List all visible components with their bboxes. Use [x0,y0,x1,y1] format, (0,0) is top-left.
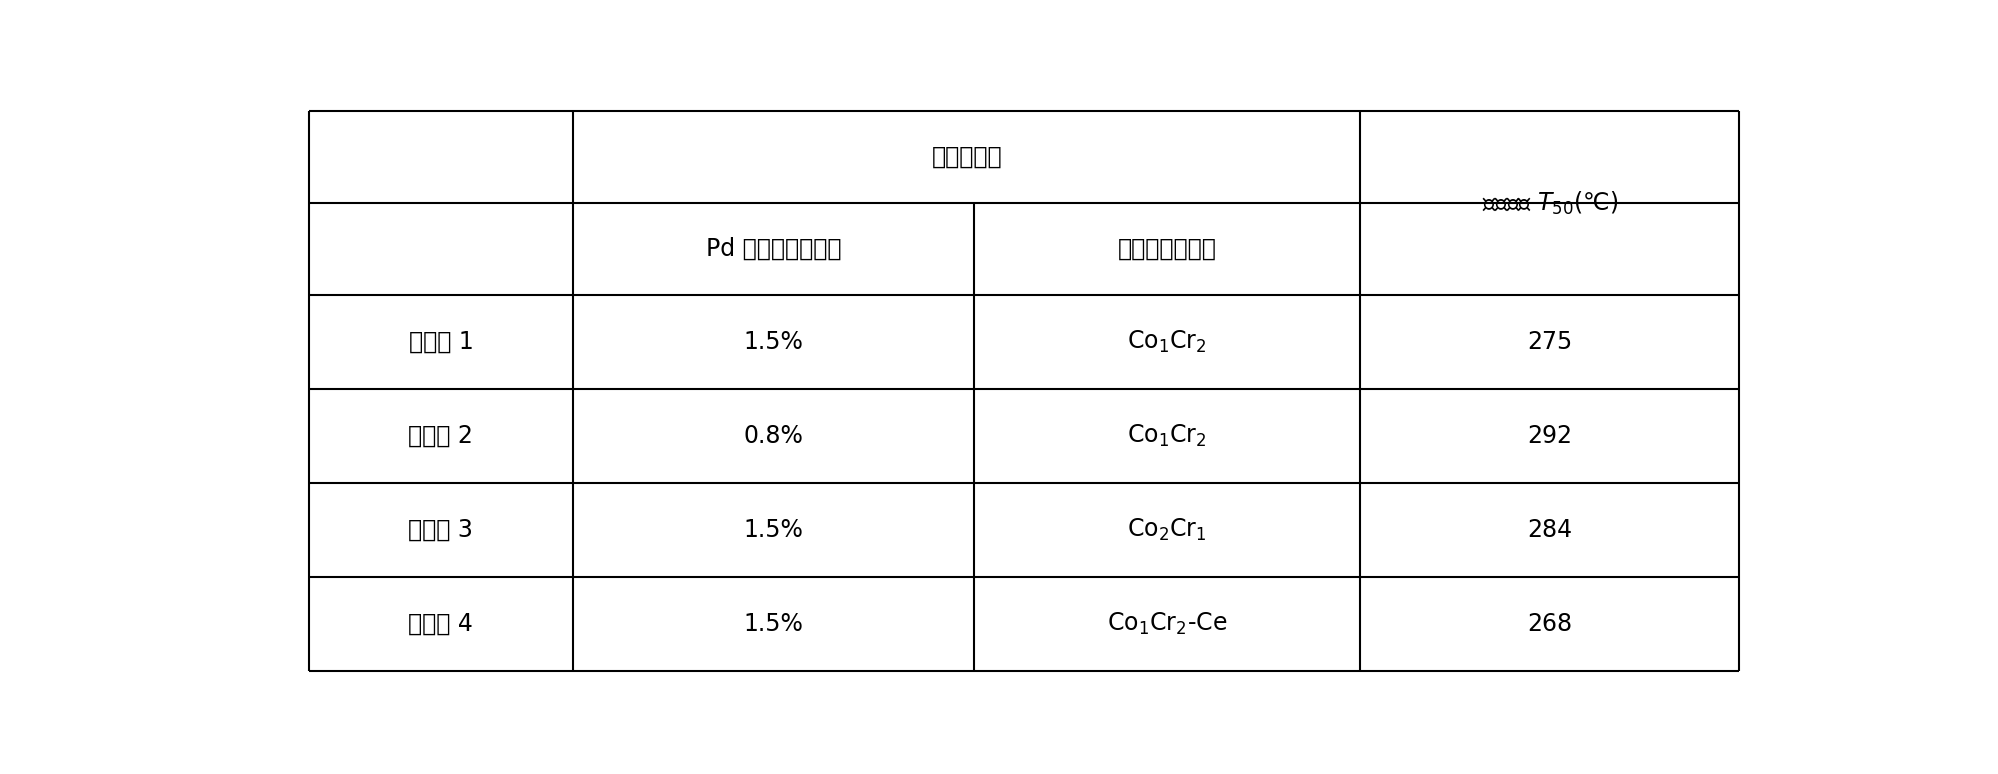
Text: $\mathrm{Co_1Cr_2}$: $\mathrm{Co_1Cr_2}$ [1127,329,1207,355]
Text: 起燃温度 $T_{50}$(℃): 起燃温度 $T_{50}$(℃) [1483,190,1618,217]
Text: 0.8%: 0.8% [743,424,803,448]
Text: $\mathrm{Co_2Cr_1}$: $\mathrm{Co_2Cr_1}$ [1127,517,1207,543]
Text: 实施例 4: 实施例 4 [408,612,474,636]
Text: Pd 含量（占涂层）: Pd 含量（占涂层） [705,237,841,261]
Text: $\mathrm{Co_1Cr_2}$: $\mathrm{Co_1Cr_2}$ [1127,423,1207,449]
Text: 实施例 1: 实施例 1 [408,330,474,354]
Text: 275: 275 [1526,330,1572,354]
Text: 1.5%: 1.5% [743,518,803,542]
Text: 嵐化剂组分: 嵐化剂组分 [931,145,1003,169]
Text: 1.5%: 1.5% [743,330,803,354]
Text: 实施例 2: 实施例 2 [408,424,474,448]
Text: 实施例 3: 实施例 3 [408,518,474,542]
Text: 284: 284 [1526,518,1572,542]
Text: $\mathrm{Co_1Cr_2}$-Ce: $\mathrm{Co_1Cr_2}$-Ce [1107,611,1227,637]
Text: 268: 268 [1526,612,1572,636]
Text: 复合氧化物组成: 复合氧化物组成 [1117,237,1217,261]
Text: 1.5%: 1.5% [743,612,803,636]
Text: 292: 292 [1526,424,1572,448]
